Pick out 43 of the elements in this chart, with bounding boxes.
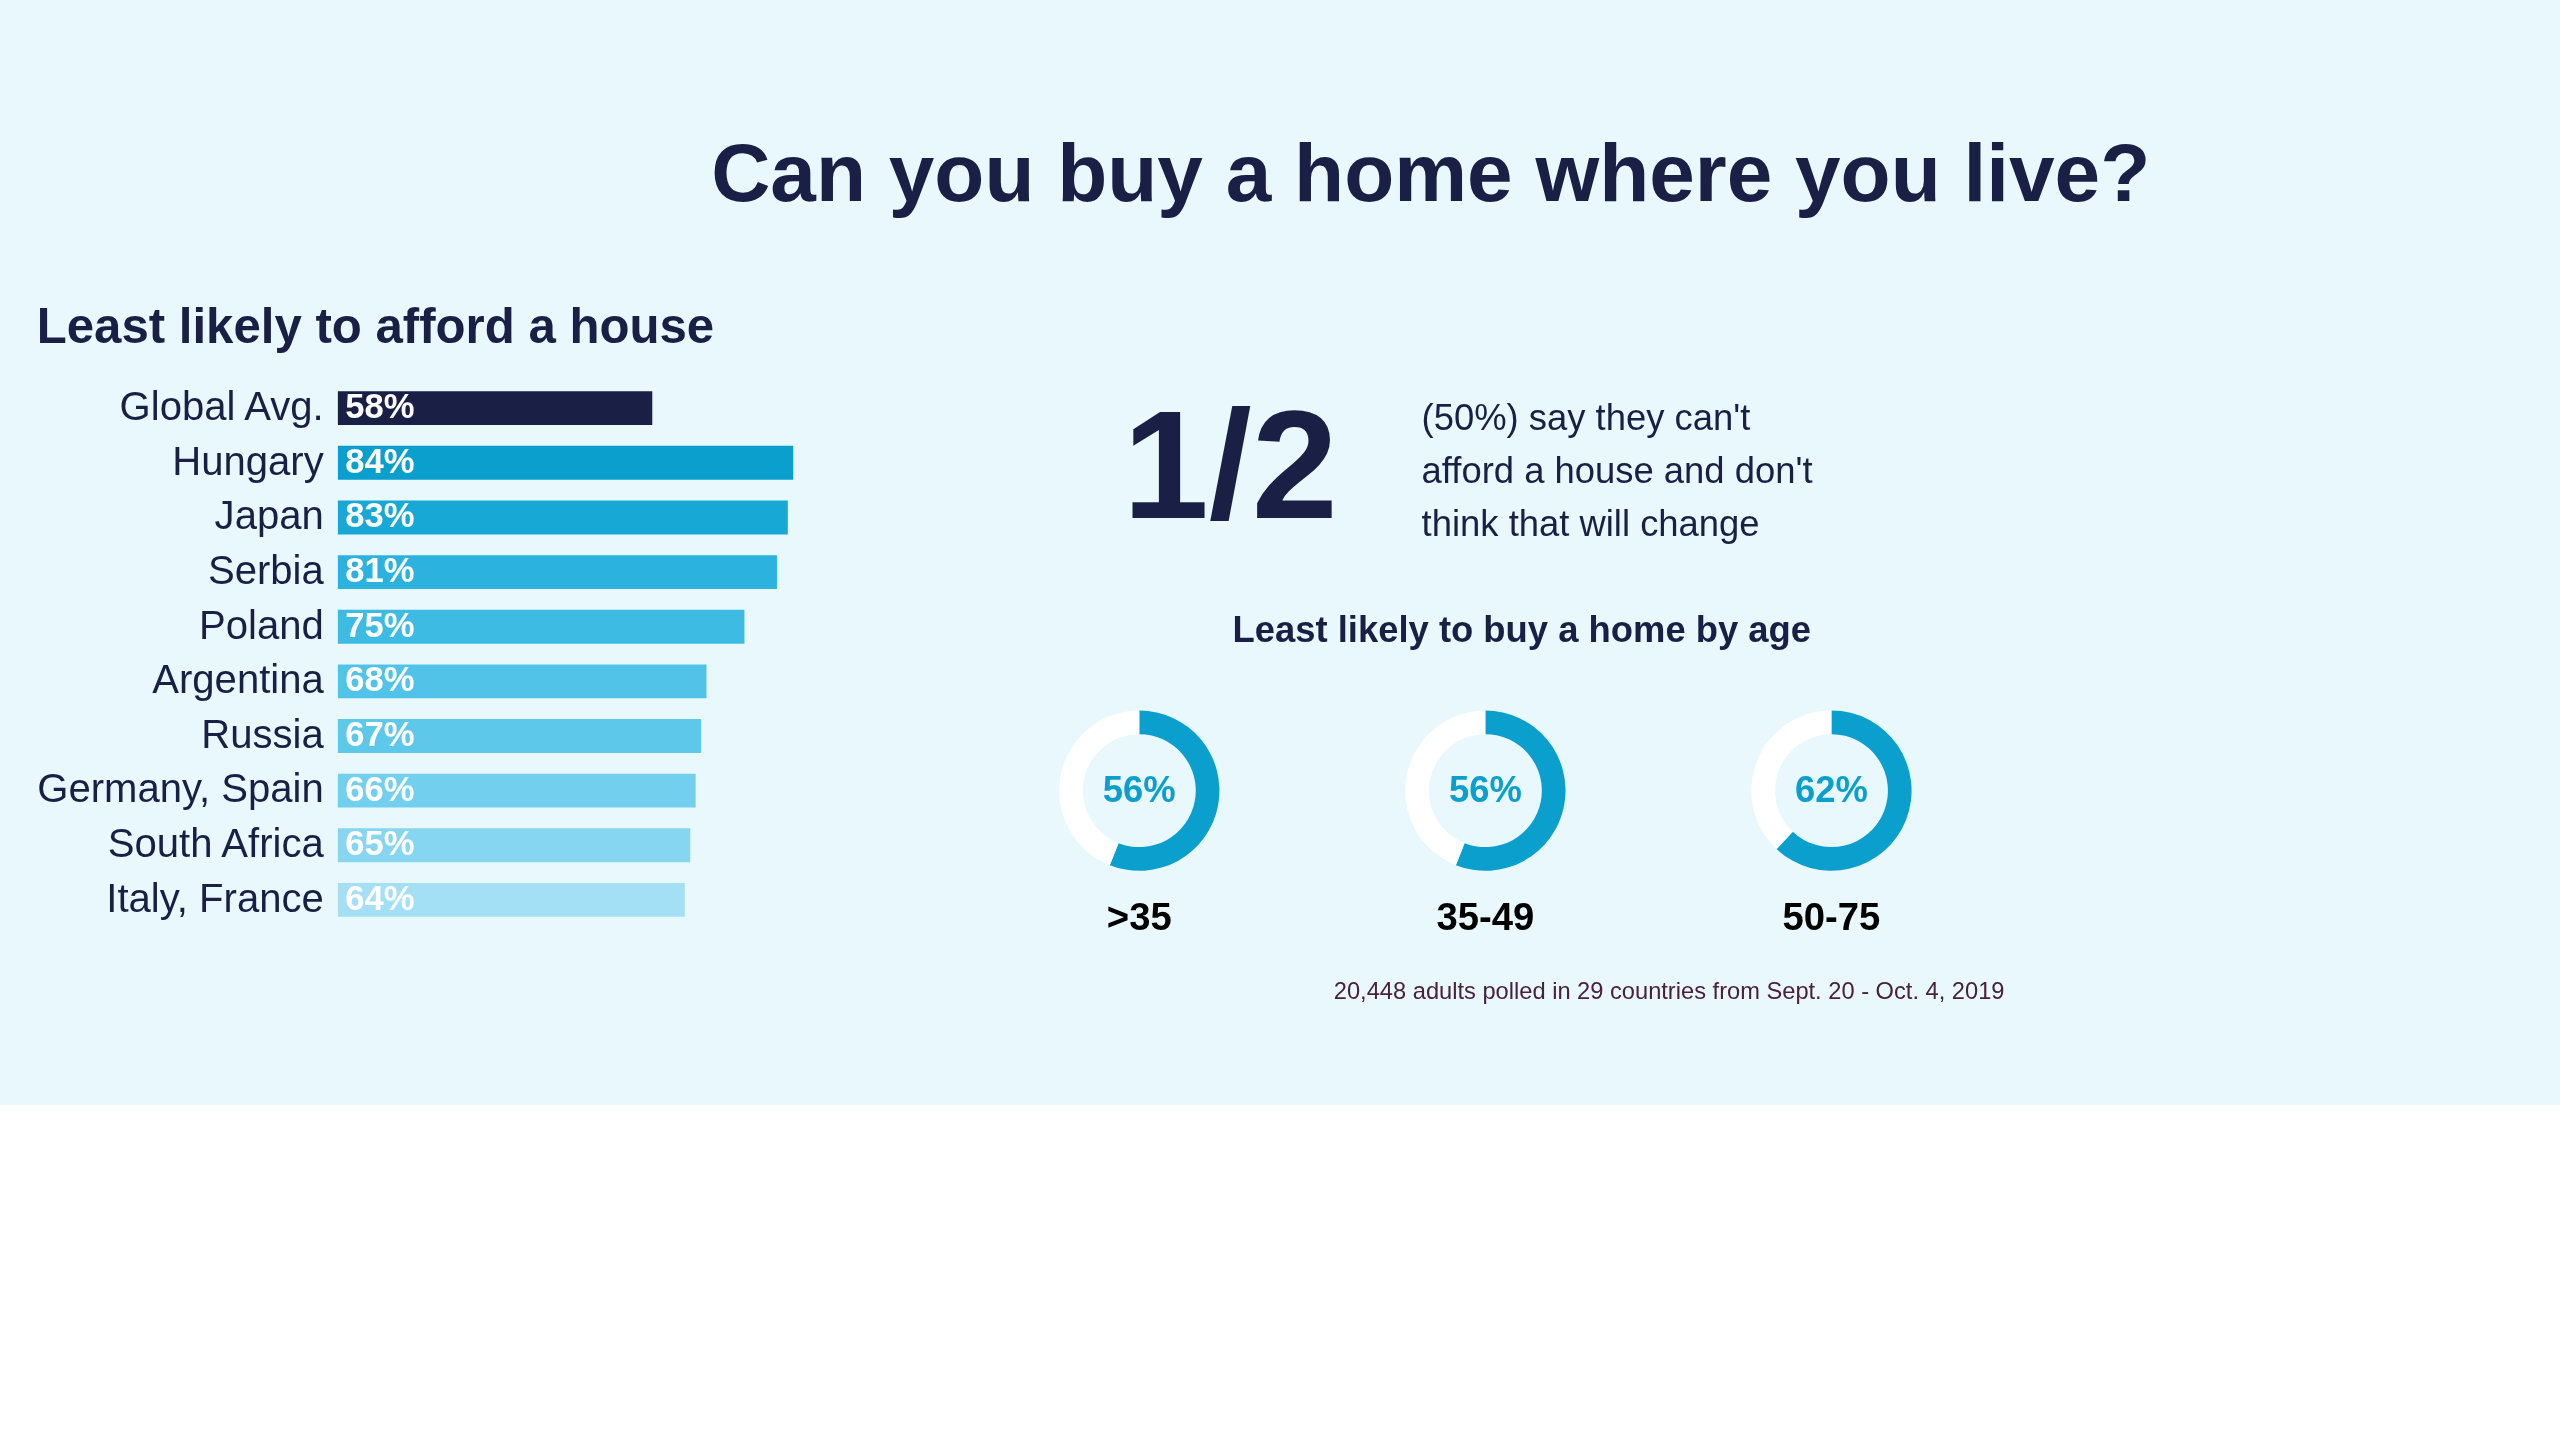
data-label: 56% [1448,768,1522,810]
y-tick-label: Poland [199,602,324,647]
data-label: 62% [1795,768,1868,810]
data-label: 56% [1102,768,1176,810]
chart-title: Least likely to afford a house [36,298,715,354]
y-tick-label: Russia [201,711,325,756]
donut-slice [1776,710,1912,871]
text: Least likely to buy a home by age [1232,609,1812,651]
y-tick-label: Italy, France [106,875,324,920]
bar [337,500,788,535]
bar [337,391,653,426]
data-label: 84% [345,441,415,480]
data-label: 68% [345,660,415,699]
data-label: 81% [345,551,415,590]
bar [337,828,691,863]
data-label: 64% [345,878,415,917]
y-tick-label: Serbia [207,547,325,592]
bar [337,664,707,699]
text: 1/2 [1122,378,1338,552]
data-label: 58% [345,387,415,426]
text: 35-49 [1436,894,1535,938]
y-tick-label: Hungary [172,438,324,483]
text: Can you buy a home where you live? [711,127,2151,219]
bar [337,445,794,480]
data-label: 67% [345,715,415,754]
data-label: 75% [345,605,415,644]
bar [337,773,696,808]
data-label: 65% [345,824,415,863]
text: >35 [1106,894,1172,938]
y-tick-label: Argentina [152,657,325,702]
text: (50%) say they can't afford a house and don't think that will change [1421,397,1813,544]
text: 20,448 adults polled in 29 countries from Sept. 20 - Oct. 4, 2019 [1333,978,2005,1005]
bar [337,883,685,917]
y-tick-label: Global Avg. [119,383,324,428]
text: 50-75 [1782,894,1881,938]
y-tick-label: Japan [214,493,324,538]
data-label: 83% [345,496,415,535]
bar [337,719,702,753]
y-tick-label: Germany, Spain [37,766,324,811]
y-tick-label: South Africa [107,821,325,866]
bar [337,609,745,644]
bar [337,555,777,590]
data-label: 66% [345,769,415,808]
